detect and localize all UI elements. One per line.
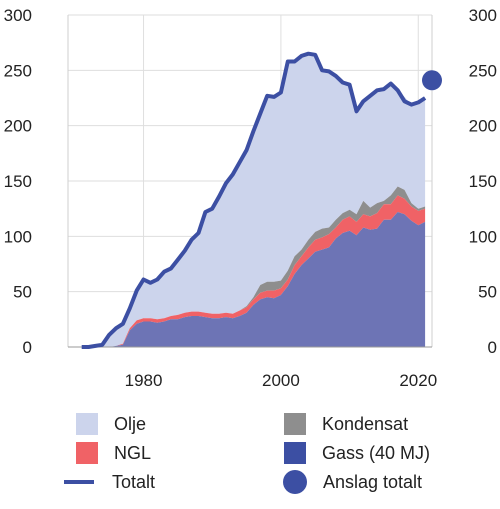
legend-swatch-olje (76, 413, 98, 435)
legend-label-olje: Olje (114, 413, 147, 434)
y-tick-label-left: 0 (23, 338, 32, 357)
legend-item-totalt: Totalt (64, 468, 156, 496)
total-line (81, 51, 442, 349)
legend-label-totalt: Totalt (112, 471, 156, 492)
y-tick-label-left: 250 (4, 61, 32, 80)
y-axis-left: 0 50 100 150 200 250 300 (4, 6, 32, 357)
legend-item-olje: Olje (76, 410, 146, 438)
area-kondensat (81, 186, 426, 347)
y-tick-label-right: 0 (488, 338, 497, 357)
series-line-totalt (81, 51, 427, 349)
legend-item-kondensat: Kondensat (284, 410, 408, 438)
y-tick-label-left: 150 (4, 172, 32, 191)
y-tick-label-left: 50 (13, 283, 32, 302)
x-tick-label: 1980 (125, 371, 163, 390)
area-gass (81, 212, 426, 347)
legend-swatch-ngl (76, 442, 98, 464)
y-tick-label-right: 150 (469, 172, 497, 191)
legend-item-anslag: Anslag totalt (283, 468, 422, 496)
legend-label-anslag: Anslag totalt (323, 471, 423, 492)
y-tick-label-right: 200 (469, 117, 497, 136)
y-tick-label-right: 250 (469, 61, 497, 80)
x-tick-label: 2000 (262, 371, 300, 390)
legend-swatch-gass (284, 442, 306, 464)
y-tick-label-left: 300 (4, 6, 32, 25)
legend-item-gass: Gass (40 MJ) (284, 439, 430, 467)
y-tick-label-right: 300 (469, 6, 497, 25)
x-axis: 1980 2000 2020 (125, 371, 438, 390)
y-tick-label-left: 200 (4, 117, 32, 136)
legend-line-totalt (64, 480, 94, 484)
y-axis-right: 0 50 100 150 200 250 300 (469, 6, 497, 357)
stacked-areas (68, 53, 432, 348)
legend-label-kondensat: Kondensat (322, 413, 409, 434)
area-olje (81, 53, 426, 347)
legend-item-ngl: NGL (76, 439, 151, 467)
y-tick-label-left: 100 (4, 227, 32, 246)
x-tick-label: 2020 (399, 371, 437, 390)
legend-label-ngl: NGL (114, 442, 152, 463)
chart: 0 50 100 150 200 250 300 0 50 100 150 200 250 300 19… (4, 6, 497, 390)
legend: Olje Kondensat NGL Gass (40 MJ) Totalt A… (0, 410, 500, 509)
legend-label-gass: Gass (40 MJ) (322, 442, 431, 463)
legend-dot-anslag (283, 470, 307, 494)
legend-swatch-kondensat (284, 413, 306, 435)
y-tick-label-right: 100 (469, 227, 497, 246)
area-ngl (81, 195, 426, 347)
point-anslag-totalt (422, 70, 442, 91)
y-tick-label-right: 50 (478, 283, 497, 302)
